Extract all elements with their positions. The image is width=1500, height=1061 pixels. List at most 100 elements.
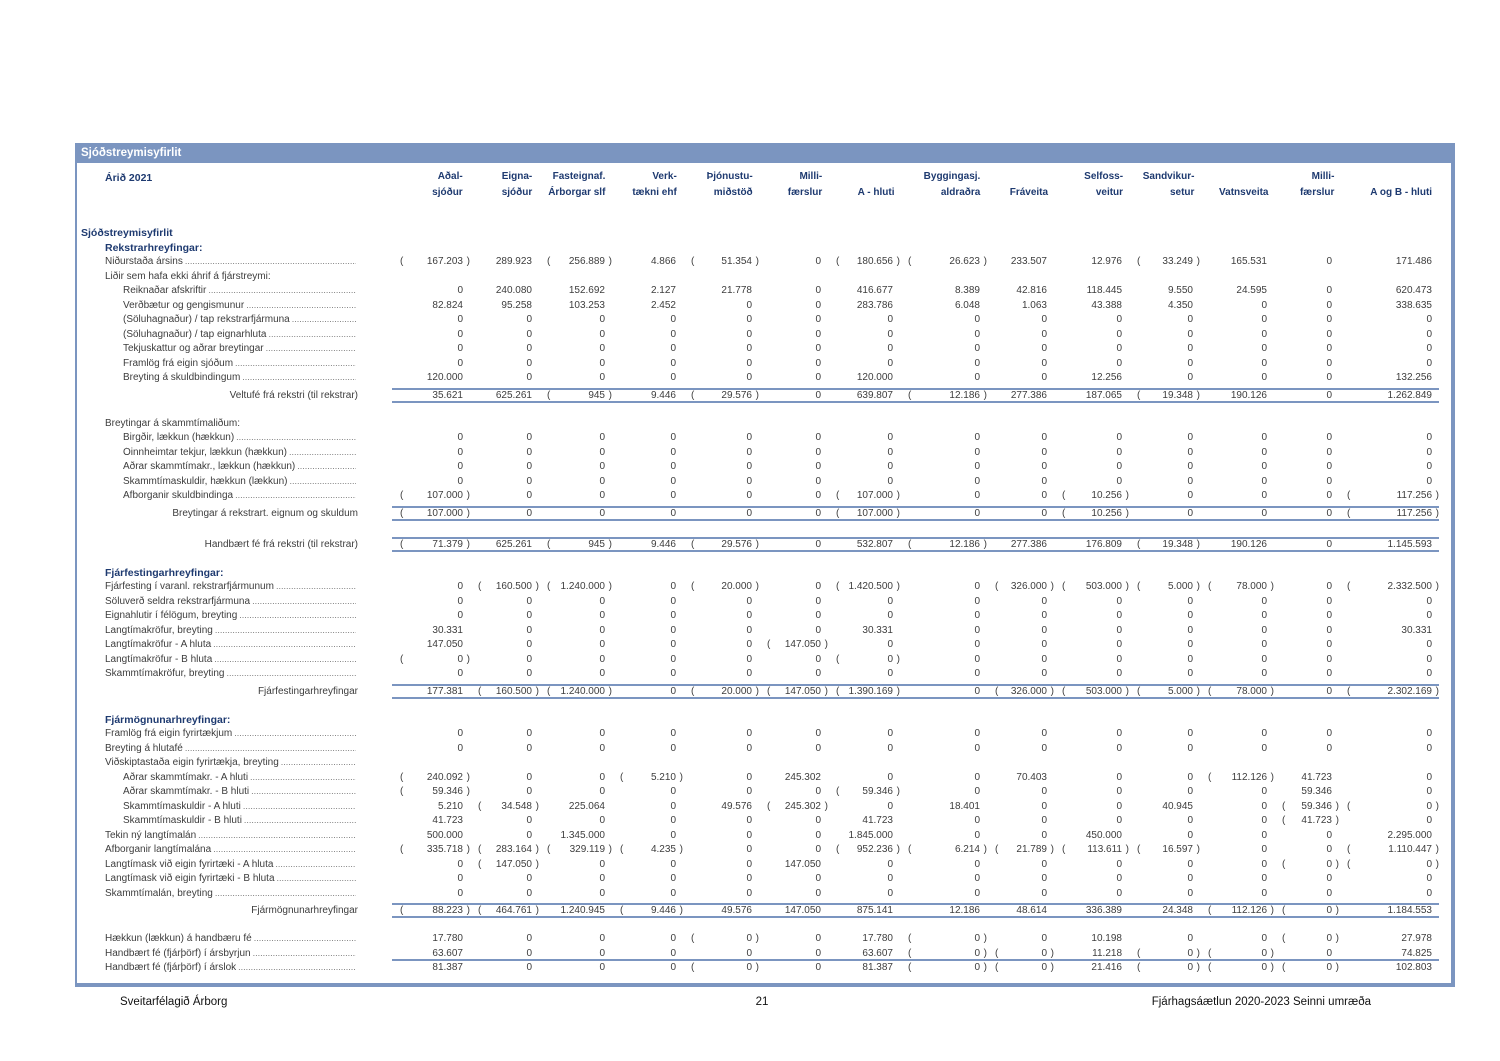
- value-cell: 4.350: [1167, 299, 1193, 311]
- value-cell: 0: [670, 933, 676, 944]
- row-values: 0 0 0 0 0 0 0 0 0 0 0 0 0 0: [392, 461, 1439, 472]
- row-label: Fjárfesting í varanl. rekstrarfjármunum.…: [105, 581, 356, 592]
- value-cell: 0: [1041, 668, 1047, 679]
- value-cell: 0: [974, 858, 980, 870]
- value-cell: 0: [1041, 653, 1047, 665]
- value-cell: (6.214): [908, 844, 987, 855]
- value-cell: 0: [1041, 490, 1047, 501]
- value-cell: 0: [599, 507, 605, 519]
- value-cell: 43.388: [1091, 299, 1122, 311]
- value-cell: 1.345.000: [560, 829, 606, 841]
- value-cell: 0: [526, 475, 532, 487]
- table-row: Fjárfestingarhreyfingar:: [77, 567, 1439, 582]
- footer-organization: Sveitarfélagið Árborg: [120, 996, 228, 1008]
- value-cell: 0: [746, 461, 752, 472]
- row-label: Eignahlutir í félögum, breyting.........…: [105, 610, 356, 621]
- value-cell: (88.223): [400, 905, 470, 916]
- row-values: 0 (160.500) (1.240.000) 0 (20.000) 0 (1.420.50…: [392, 581, 1439, 592]
- value-cell: 0: [1187, 771, 1193, 783]
- row-values: 0 0 0 0 0 0 0 0 0 0 0 0 0 0: [392, 610, 1439, 621]
- value-cell: 0: [815, 299, 821, 311]
- row-label: Afborganir langtímalána.................…: [105, 844, 356, 855]
- value-cell: (26.623): [908, 256, 987, 267]
- value-cell: (0): [1137, 962, 1200, 973]
- value-cell: 1.184.553: [1387, 905, 1433, 916]
- value-cell: (952.236): [836, 844, 900, 855]
- value-cell: 0: [1187, 343, 1193, 354]
- value-cell: (4.235): [620, 844, 683, 855]
- value-cell: 0: [1041, 624, 1047, 636]
- row-label: Fjármögnunarhreyfingar: [251, 905, 358, 916]
- value-cell: 0: [815, 507, 821, 519]
- value-cell: 0: [1261, 858, 1267, 870]
- row-label: Aðrar skammtímakr., lækkun (hækkun).....…: [123, 461, 356, 472]
- value-cell: 0: [887, 639, 893, 650]
- value-cell: 0: [526, 343, 532, 354]
- row-label: Sjóðstreymisyfirlit: [81, 227, 173, 239]
- row-values: 0 240.080 152.692 2.127 21.778 0 416.677 8.389 4…: [392, 285, 1439, 296]
- value-cell: 9.446: [650, 389, 676, 401]
- table-row: Langtímask við eigin fyrirtæki - B hluta…: [77, 873, 1439, 888]
- value-cell: 0: [457, 742, 463, 754]
- row-values: (59.346) 0 0 0 0 0 (59.346) 0 0 0 0 0 59.346 0: [392, 786, 1439, 797]
- row-values: (88.223) (464.761) 1.240.945 (9.446) 49.576 1…: [392, 903, 1439, 918]
- row-values: 17.780 0 0 0 (0) 0 17.780 (0) 0 10.198 0 0 (0) 27.978: [392, 933, 1439, 944]
- table-row: Afborganir skuldbindinga................…: [77, 490, 1439, 505]
- row-values: 0 0 0 0 0 0 0 0 0 0 0 0 0 0: [392, 329, 1439, 340]
- value-cell: 0: [1326, 475, 1332, 487]
- page-footer: Sveitarfélagið Árborg 21 Fjárhagsáætlun …: [75, 996, 1449, 1008]
- row-values: 30.331 0 0 0 0 0 30.331 0 0 0 0 0 0 30.331: [392, 625, 1439, 636]
- value-cell: 0: [746, 610, 752, 621]
- value-cell: (107.000): [400, 507, 470, 519]
- value-cell: 0: [746, 639, 752, 650]
- value-cell: 0: [1326, 742, 1332, 754]
- value-cell: (0): [400, 653, 470, 665]
- value-cell: (0): [1347, 800, 1439, 812]
- value-cell: 225.064: [568, 800, 605, 812]
- value-cell: 0: [457, 357, 463, 369]
- table-row: Óinnheimtar tekjur, lækkun (hækkun).....…: [77, 447, 1439, 462]
- spacer-row: [77, 404, 1439, 418]
- value-cell: 0: [599, 446, 605, 458]
- value-cell: 0: [1041, 610, 1047, 621]
- value-cell: 0: [746, 844, 752, 855]
- value-cell: 9.550: [1167, 285, 1193, 296]
- value-cell: 0: [1326, 507, 1332, 519]
- value-cell: 450.000: [1085, 829, 1122, 841]
- value-cell: 0: [1116, 328, 1122, 340]
- value-cell: 0: [1426, 314, 1432, 325]
- value-cell: 0: [815, 829, 821, 841]
- value-cell: 0: [1261, 668, 1267, 679]
- row-values: (0) 0 0 0 0 0 (0) 0 0 0 0 0 0 0: [392, 654, 1439, 665]
- value-cell: 171.486: [1395, 256, 1432, 267]
- value-cell: 102.803: [1395, 962, 1432, 973]
- value-cell: (147.050): [767, 639, 828, 650]
- value-cell: 875.141: [856, 905, 893, 916]
- year-label: Árið 2021: [105, 172, 153, 184]
- value-cell: 0: [1187, 933, 1193, 944]
- table-row: Fjármögnunarhreyfingar (88.223) (464.761) 1…: [77, 902, 1439, 919]
- value-cell: 0: [1326, 299, 1332, 311]
- value-cell: 95.258: [501, 299, 532, 311]
- table-header: Árið 2021 Aðal-sjóður Eigna-sjóður Fasteig…: [77, 163, 1451, 225]
- value-cell: 0: [1326, 728, 1332, 739]
- row-label: Söluverð seldra rekstrarfjármuna........…: [105, 595, 356, 607]
- value-cell: 0: [1187, 728, 1193, 739]
- value-cell: 0: [1326, 595, 1332, 607]
- value-cell: 48.614: [1016, 905, 1047, 916]
- value-cell: 0: [746, 507, 752, 519]
- value-cell: 0: [670, 581, 676, 592]
- value-cell: 176.809: [1085, 538, 1122, 550]
- value-cell: 0: [1187, 357, 1193, 369]
- value-cell: 0: [1116, 357, 1122, 369]
- value-cell: 0: [974, 490, 980, 501]
- value-cell: 190.126: [1230, 389, 1267, 401]
- value-cell: 0: [670, 610, 676, 621]
- value-cell: (0): [691, 933, 759, 944]
- value-cell: 0: [1041, 475, 1047, 487]
- value-cell: 0: [1187, 475, 1193, 487]
- value-cell: 0: [1261, 461, 1267, 472]
- row-values: (71.379) 625.261 (945) 9.446 (29.576) 0 532.80…: [392, 536, 1439, 552]
- value-cell: (326.000): [995, 685, 1054, 697]
- row-label: Skammtímalán, breyting..................…: [105, 887, 356, 899]
